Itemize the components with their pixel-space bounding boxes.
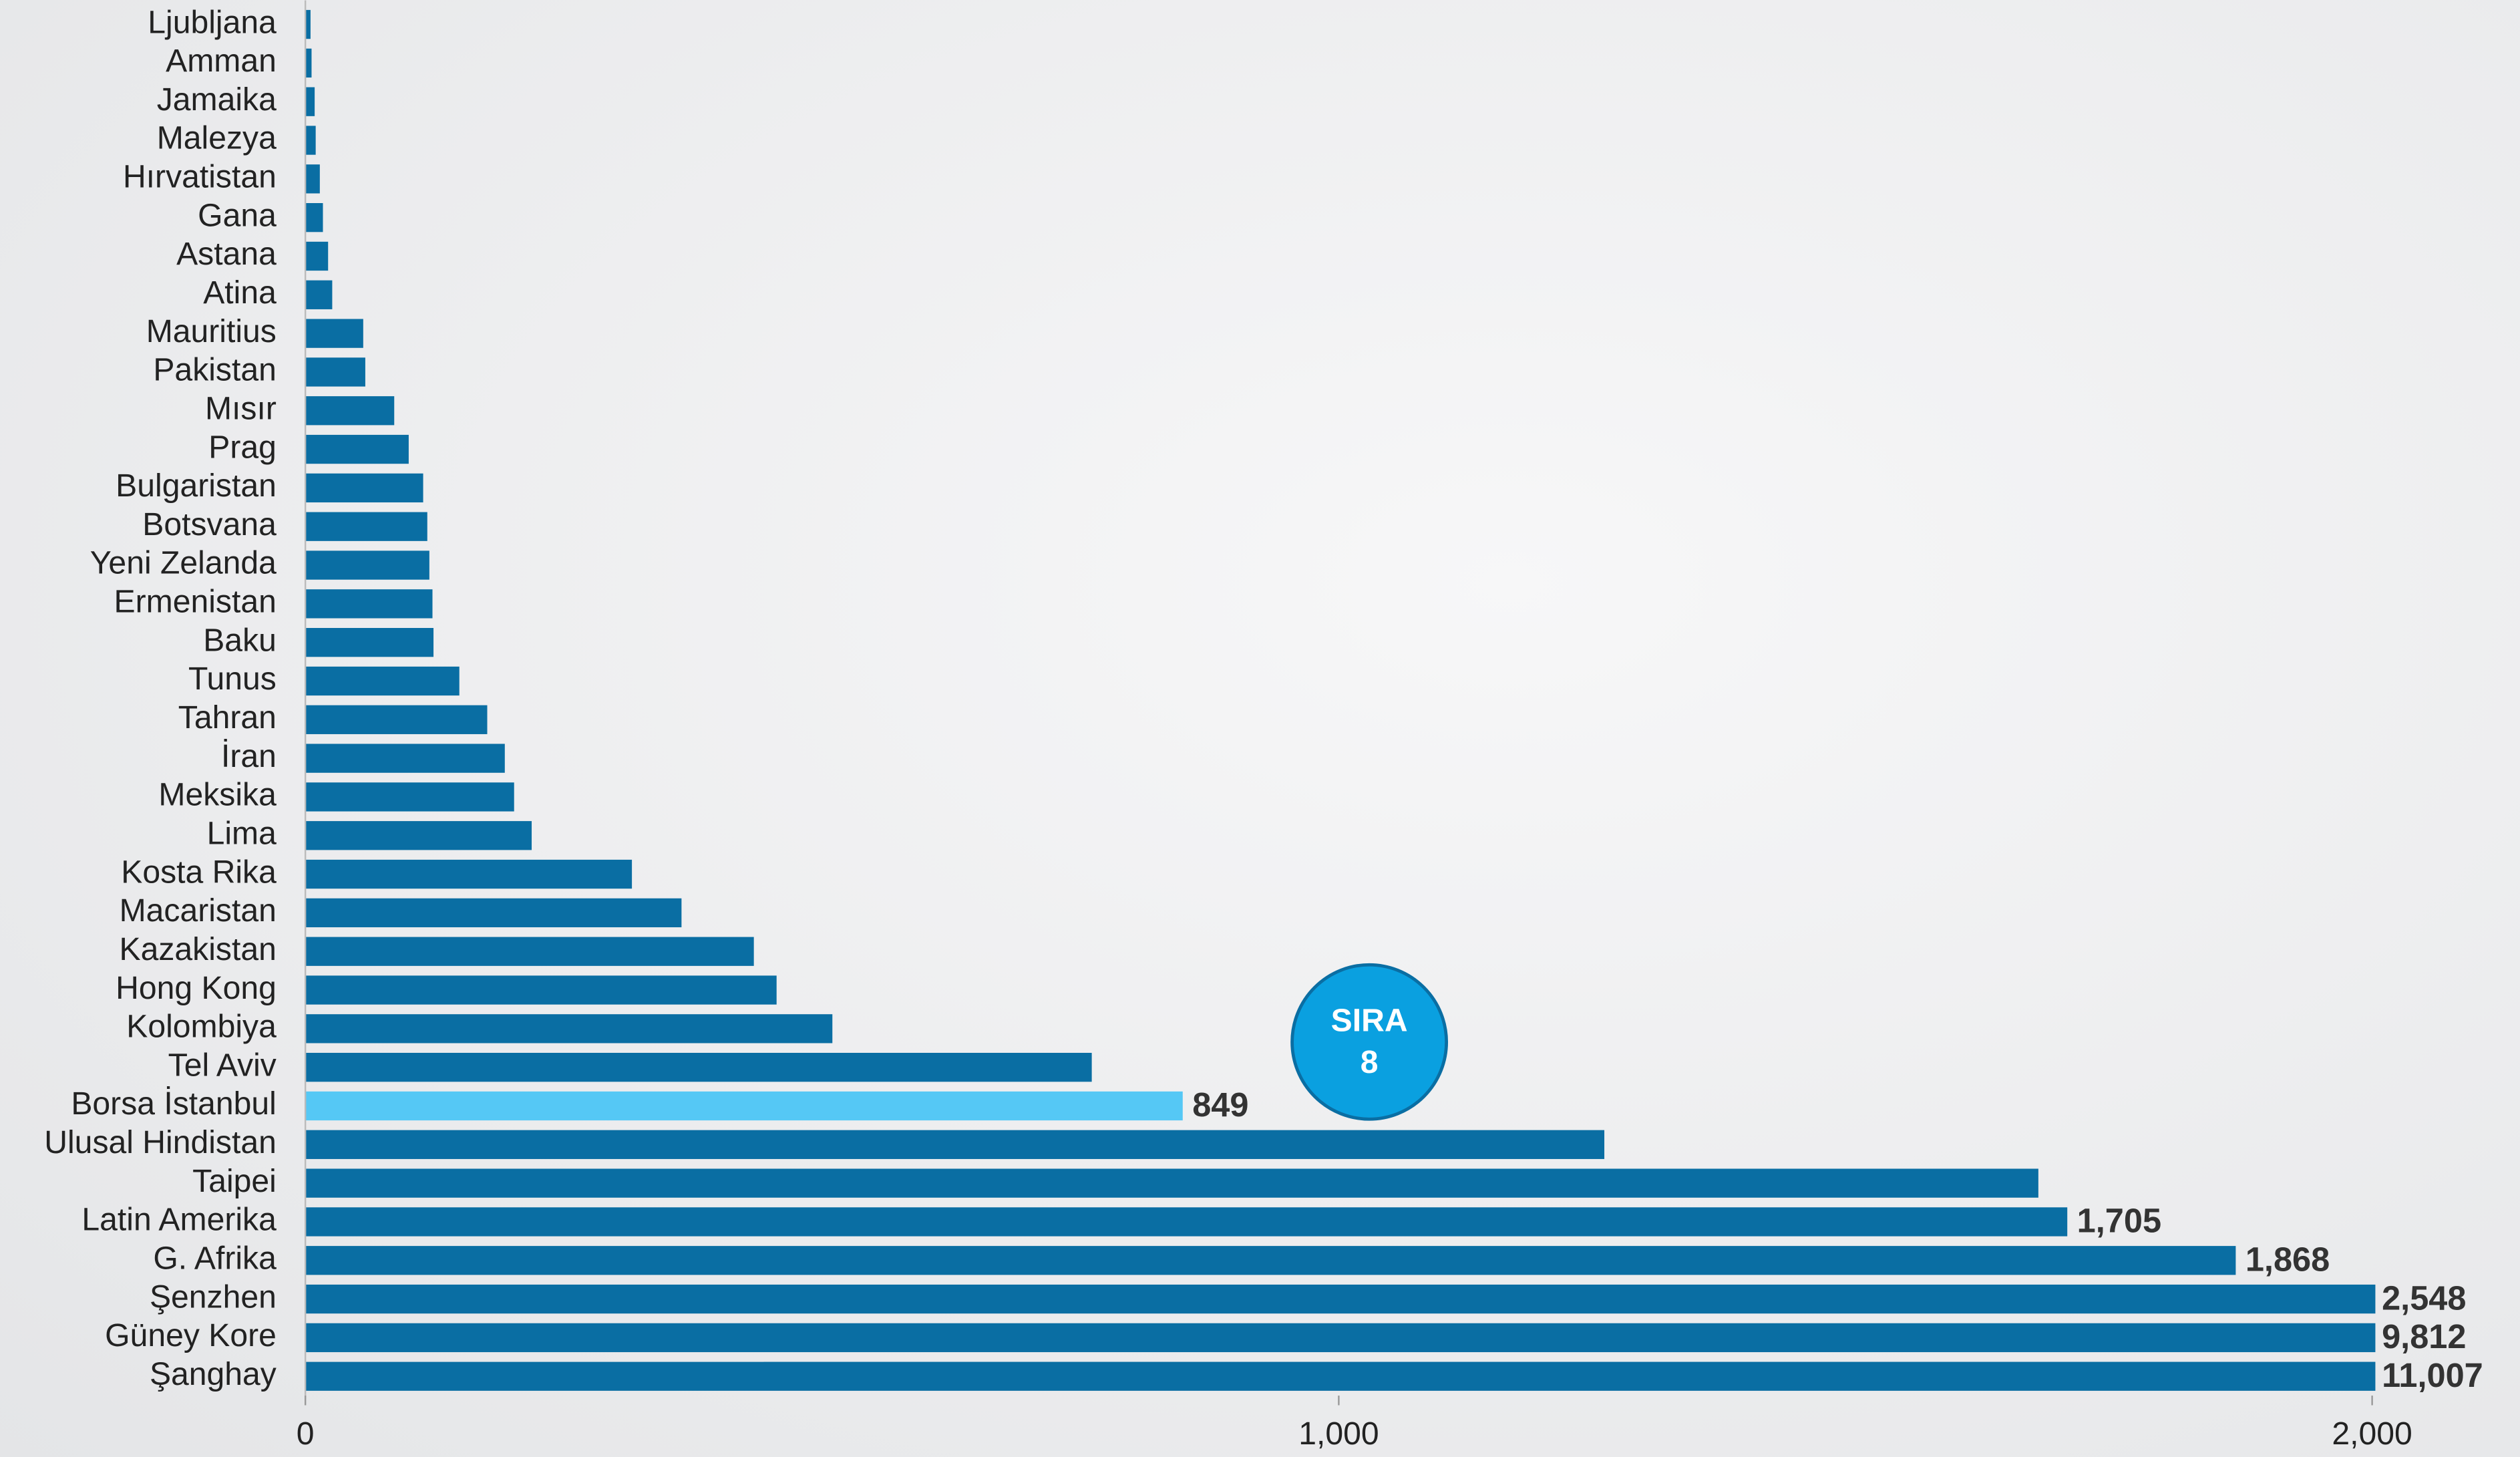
x-tick-label: 0 (297, 1416, 315, 1452)
y-tick-label: Yeni Zelanda (90, 545, 277, 581)
bar (305, 1323, 2376, 1353)
bar (305, 357, 365, 387)
y-tick-label: Mısır (205, 390, 277, 426)
y-tick-label: Ulusal Hindistan (44, 1124, 277, 1160)
value-label: 11,007 (2382, 1356, 2483, 1394)
y-tick-label: Pakistan (153, 352, 277, 388)
y-tick-label: Şenzhen (150, 1279, 277, 1315)
value-label: 1,705 (2077, 1202, 2161, 1240)
y-tick-label: Tahran (178, 699, 277, 736)
y-tick-label: Borsa İstanbul (71, 1086, 277, 1122)
bar (305, 975, 777, 1005)
y-tick-label: Atina (203, 275, 277, 311)
y-tick-label: Şanghay (150, 1356, 277, 1392)
bar (305, 705, 488, 734)
bar (305, 203, 323, 232)
y-tick-label: Kolombiya (126, 1009, 277, 1045)
bar (305, 1207, 2068, 1237)
bar (305, 937, 754, 966)
bar (305, 87, 315, 116)
y-tick-label: Taipei (192, 1163, 277, 1199)
y-tick-label: Tel Aviv (168, 1047, 277, 1083)
y-tick-label: Kazakistan (120, 931, 277, 967)
value-label: 1,868 (2245, 1241, 2330, 1279)
bar (305, 589, 433, 619)
plot-area (305, 9, 2376, 1391)
y-tick-label: Meksika (158, 777, 277, 813)
y-tick-label: Macaristan (120, 893, 277, 929)
y-tick-label: Bulgaristan (116, 468, 277, 504)
annotation-badge (1290, 963, 1449, 1121)
bar (305, 164, 320, 194)
y-tick-label: Malezya (157, 120, 277, 156)
bar (305, 396, 395, 426)
x-tick-label: 1,000 (1298, 1416, 1379, 1452)
bar (305, 9, 311, 39)
bar (305, 859, 633, 889)
y-tick-label: Prag (208, 429, 277, 465)
bar (305, 1053, 1092, 1082)
bar (305, 512, 427, 541)
y-tick-label: Jamaika (157, 82, 277, 118)
bar (305, 898, 682, 928)
bar (305, 319, 363, 348)
y-tick-label: Gana (198, 197, 277, 233)
y-tick-label: İran (221, 738, 277, 774)
y-tick-label: Baku (203, 622, 277, 658)
bar (305, 782, 514, 812)
bar (305, 550, 429, 580)
bar (305, 1284, 2376, 1314)
y-tick-label: Latin Amerika (81, 1202, 277, 1238)
y-tick-label: Lima (207, 815, 277, 851)
bar (305, 744, 505, 773)
bar (305, 126, 316, 155)
x-tick-label: 2,000 (2332, 1416, 2412, 1452)
bar (305, 1014, 833, 1043)
bar (305, 821, 532, 850)
bar (305, 1091, 1183, 1121)
y-tick-label: G. Afrika (153, 1240, 277, 1276)
bar (305, 280, 333, 309)
value-label: 849 (1192, 1086, 1248, 1124)
y-tick-label: Güney Kore (105, 1317, 277, 1353)
bar (305, 473, 423, 503)
y-tick-label: Hırvatistan (123, 159, 277, 195)
bar (305, 628, 434, 657)
y-tick-label: Ermenistan (114, 584, 277, 620)
bar (305, 241, 329, 271)
bar (305, 1168, 2038, 1198)
y-tick-label: Amman (166, 43, 277, 79)
y-tick-label: Hong Kong (116, 970, 277, 1006)
bar (305, 1246, 2236, 1275)
y-tick-label: Kosta Rika (121, 854, 277, 890)
bar (305, 434, 409, 464)
y-tick-label: Tunus (188, 661, 277, 697)
annotation-text: SIRA (1331, 1003, 1408, 1039)
y-tick-label: Astana (176, 236, 277, 272)
bar (305, 48, 312, 78)
value-label: 9,812 (2382, 1317, 2466, 1355)
bar (305, 1130, 1605, 1159)
y-tick-label: Botsvana (142, 506, 277, 542)
y-tick-label: Ljubljana (148, 4, 277, 40)
y-tick-label: Mauritius (146, 313, 277, 349)
bar (305, 666, 460, 696)
annotation-text: 8 (1361, 1044, 1379, 1080)
bar (305, 1361, 2376, 1391)
value-label: 2,548 (2382, 1279, 2466, 1317)
